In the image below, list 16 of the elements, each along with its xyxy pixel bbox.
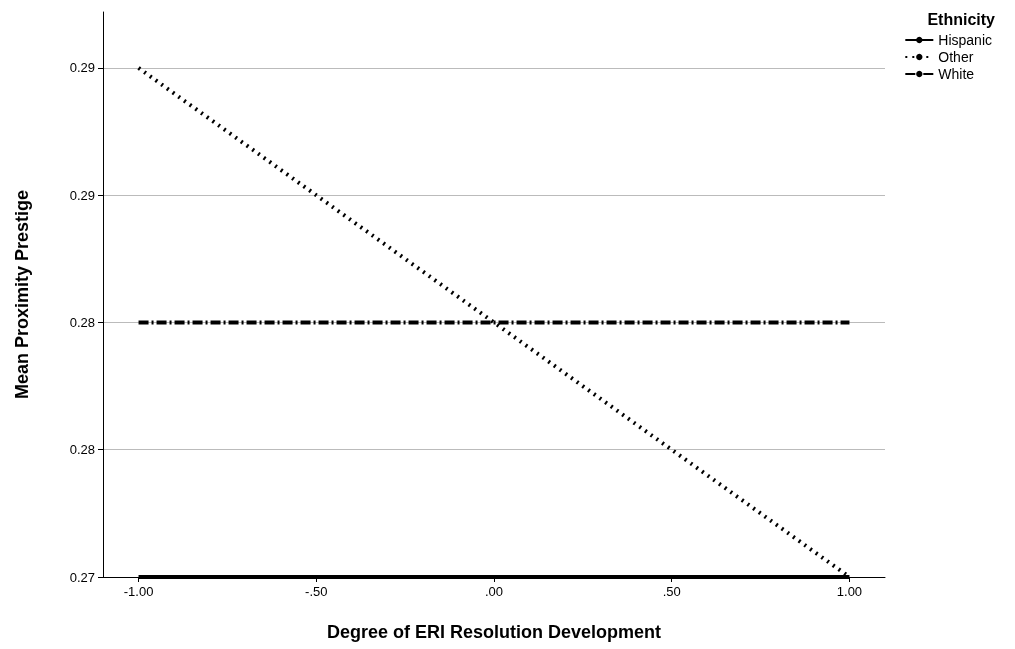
y-tick-label: 0.27 [69, 569, 95, 585]
x-tick-label: 1.00 [836, 584, 863, 599]
x-tick-label: .00 [484, 584, 504, 599]
legend-label: Hispanic [938, 32, 993, 48]
x-tick-label: .50 [662, 584, 681, 599]
y-tick-label: 0.29 [69, 187, 95, 203]
legend-label: White [938, 66, 975, 82]
y-tick-label: 0.29 [69, 60, 95, 76]
legend-label: Other [938, 49, 974, 65]
x-axis-title: Degree of ERI Resolution Development [326, 622, 662, 642]
y-axis-title: Mean Proximity Prestige [12, 189, 32, 400]
x-tick-label: -1.00 [123, 584, 154, 599]
legend-title: Ethnicity [927, 10, 996, 28]
x-tick-label: -.50 [305, 584, 328, 599]
y-tick-label: 0.28 [69, 315, 95, 330]
y-tick-label: 0.28 [69, 442, 95, 458]
